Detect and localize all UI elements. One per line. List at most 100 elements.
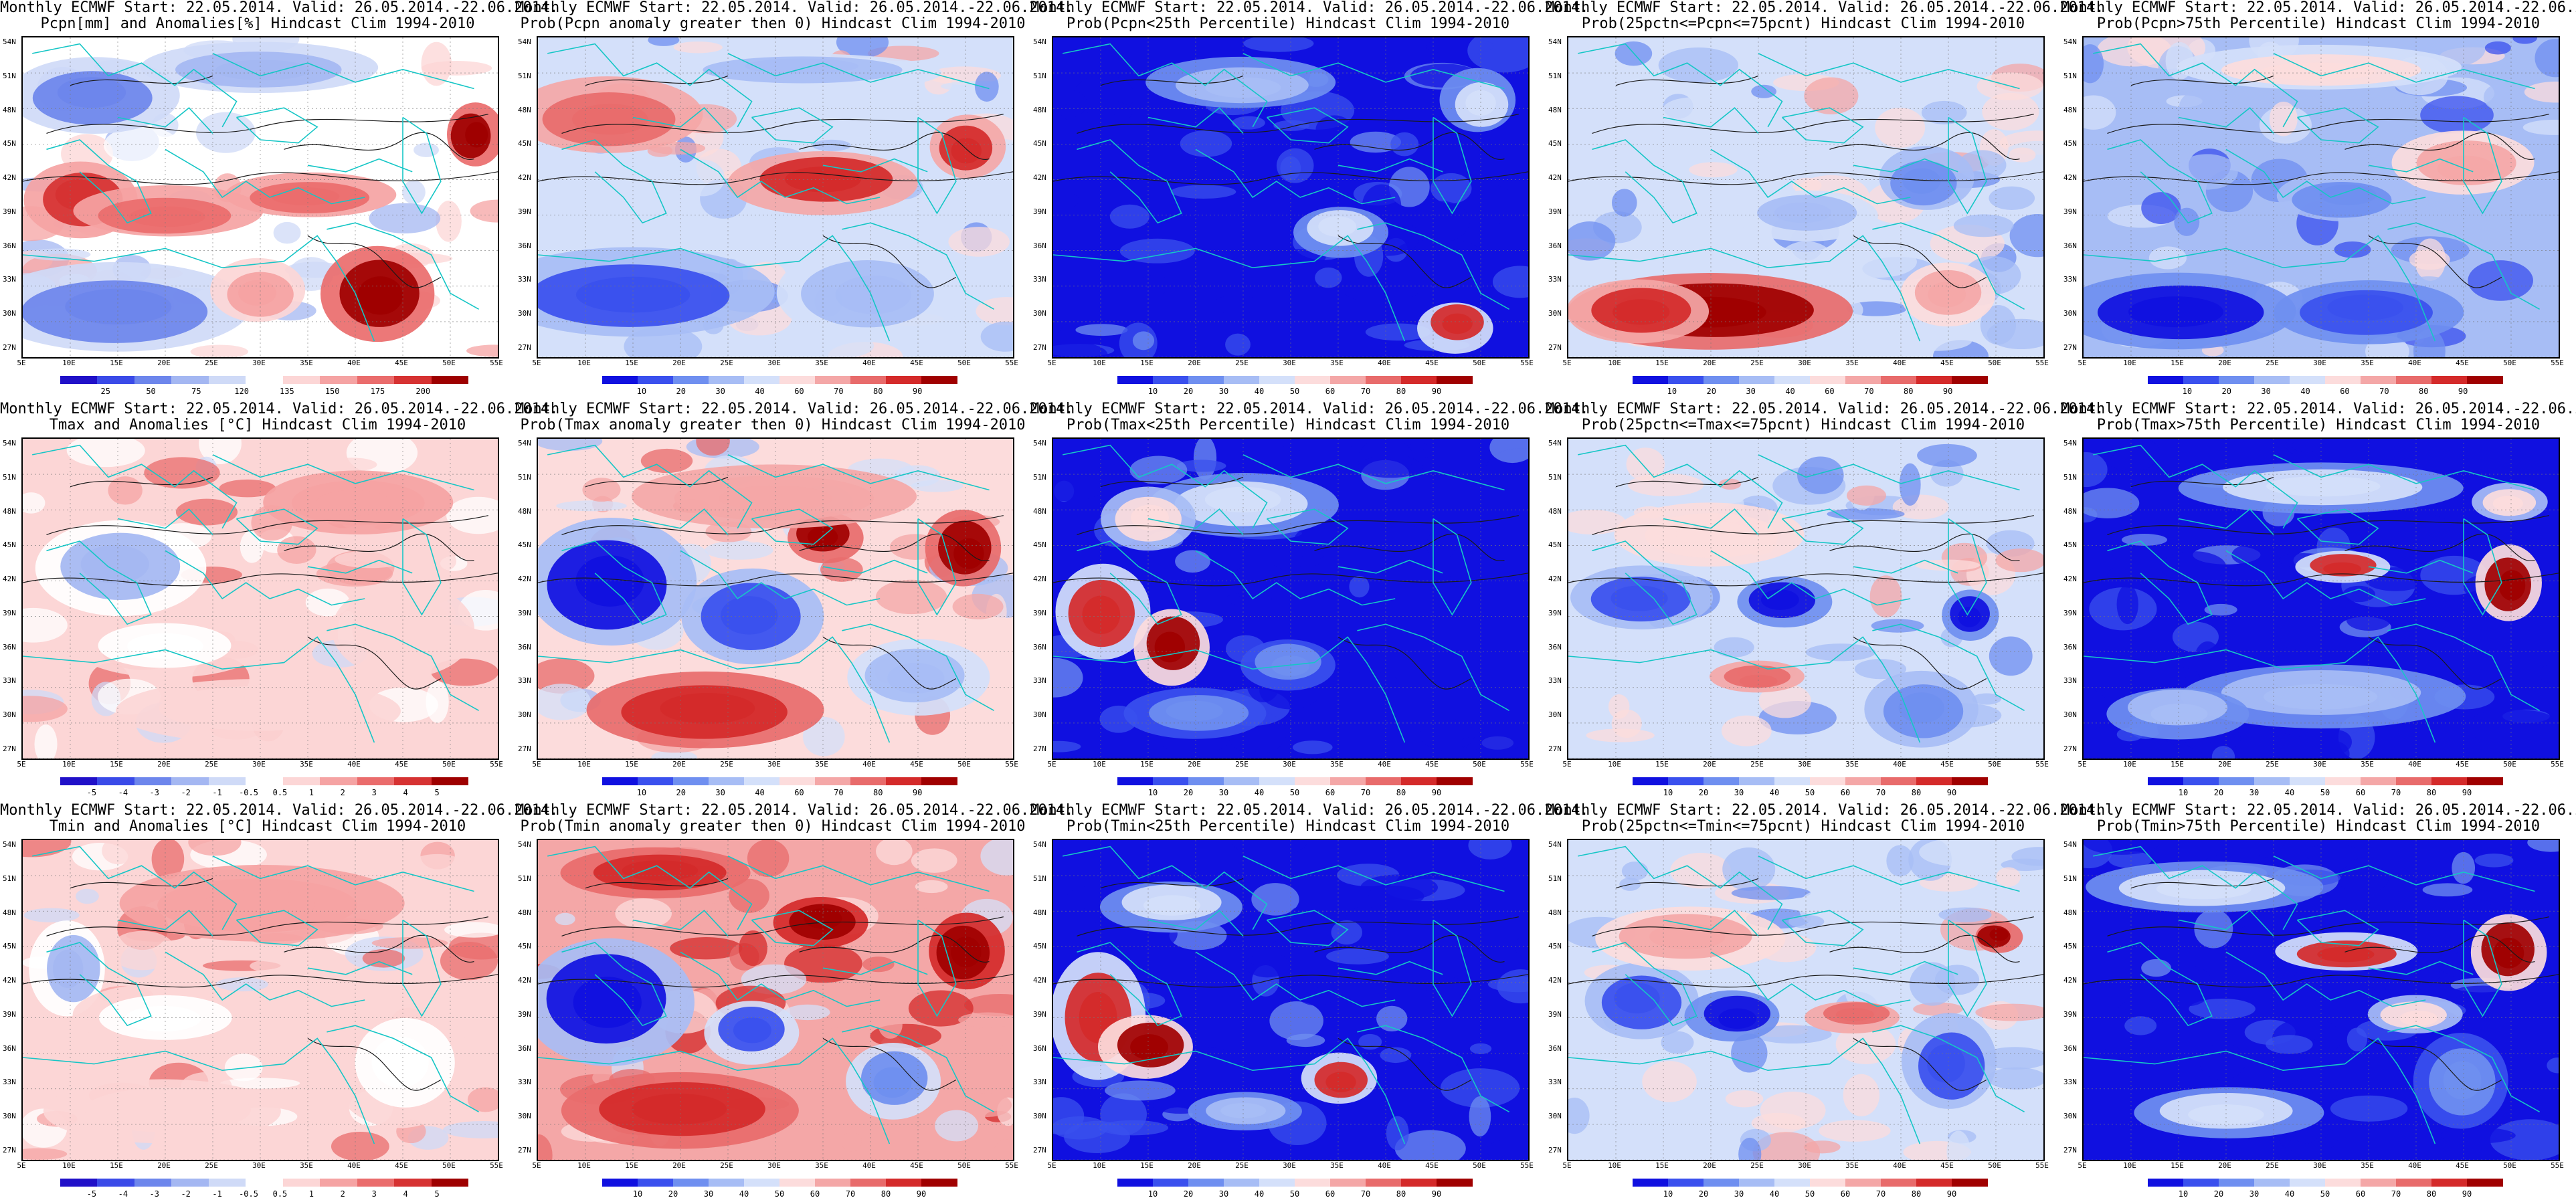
coastline (1338, 158, 1443, 173)
field-noise-blob (190, 344, 249, 357)
latitude-tick-label: 45N (2063, 942, 2077, 951)
colorbar-tick-label: 60 (810, 1189, 820, 1199)
field-noise-blob (1176, 460, 1226, 472)
coastline (1948, 919, 1987, 1017)
panel-title-line2: Prob(Pcpn<25th Percentile) Hindcast Clim… (1066, 15, 1510, 32)
forecast-map (1052, 839, 1530, 1161)
longitude-tick-label: 30E (2313, 1161, 2326, 1170)
colorbar-segment (1259, 777, 1295, 785)
field-region (1325, 1072, 1356, 1092)
colorbar-tick-label: 20 (1183, 788, 1194, 797)
field-noise-blob (2473, 709, 2553, 728)
latitude-tick-label: 27N (1548, 342, 1562, 352)
latitude-tick-label: 27N (3, 342, 16, 352)
longitude-tick-label: 50E (2503, 359, 2516, 367)
longitude-tick-label: 30E (1798, 760, 1811, 769)
latitude-tick-label: 48N (518, 506, 531, 516)
colorbar-segment (779, 777, 816, 785)
field-noise-blob (974, 72, 999, 102)
colorbar-segment (1366, 376, 1402, 384)
colorbar-tick-label: 70 (2391, 1189, 2401, 1199)
longitude-tick-label: 15E (625, 1161, 638, 1170)
colorbar-tick-label: 60 (1825, 387, 1835, 396)
latitude-tick-label: 42N (2063, 173, 2077, 182)
longitude-tick-label: 25E (2266, 760, 2279, 769)
field-noise-blob (1119, 238, 1195, 264)
colorbar-tick-label: 90 (916, 1189, 927, 1199)
colorbar-segment (709, 1179, 745, 1187)
coastline (1872, 623, 2025, 711)
contour-line (1338, 235, 1472, 288)
colorbar-tick-label: 50 (1289, 1189, 1300, 1199)
colorbar: 25 50 75 120 135 150 175 200 (60, 376, 469, 396)
colorbar-tick-label: 80 (872, 387, 883, 396)
field-region (1131, 504, 1169, 530)
field-noise-blob (2369, 969, 2391, 992)
longitude-tick-label: 35E (2361, 760, 2374, 769)
contour-line (1853, 235, 1987, 288)
coastline (402, 518, 442, 616)
longitude-tick-label: 20E (2218, 1161, 2231, 1170)
coastline (561, 139, 667, 224)
field-noise-blob (2084, 452, 2108, 488)
latitude-tick-label: 42N (518, 173, 531, 182)
colorbar-tick-label: 90 (1431, 1189, 1442, 1199)
contour-line (1568, 171, 2043, 185)
field-noise-blob (1276, 148, 1314, 183)
field-noise-blob (2204, 603, 2237, 616)
field-region (238, 280, 276, 306)
field-noise-blob (785, 1004, 830, 1021)
colorbar-tick-label: 2 (340, 1189, 345, 1199)
field-noise-blob (1175, 550, 1210, 573)
longitude-tick-label: 55E (2551, 760, 2564, 769)
field-noise-blob (369, 203, 441, 233)
coastline (727, 454, 990, 491)
field-noise-blob (1075, 324, 1128, 336)
field-noise-blob (1989, 636, 2033, 676)
forecast-map (21, 839, 499, 1161)
longitude-tick-label: 30E (1283, 760, 1296, 769)
coastline (822, 961, 928, 975)
latitude-tick-label: 45N (3, 540, 16, 550)
contour-line (2368, 636, 2502, 690)
field-noise-blob (23, 1148, 68, 1160)
longitude-tick-label: 45E (910, 760, 923, 769)
colorbar-segment (1633, 777, 1669, 785)
panel-title: Monthly ECMWF Start: 22.05.2014. Valid: … (1030, 0, 1588, 32)
field-region (2317, 946, 2375, 963)
colorbar: 10 20 30 40 50 60 70 80 90 (1633, 777, 1988, 797)
contour-line (1568, 573, 2043, 587)
field-noise-blob (2524, 81, 2559, 103)
colorbar-segment (1437, 777, 1473, 785)
coastline (23, 1037, 375, 1144)
latitude-tick-label: 33N (1548, 676, 1562, 686)
latitude-tick-label: 51N (1548, 71, 1562, 80)
colorbar-tick-label: 20 (1183, 1189, 1194, 1199)
latitude-tick-label: 42N (2063, 575, 2077, 583)
longitude-tick-label: 50E (1988, 359, 2001, 367)
latitude-tick-label: 33N (1548, 1078, 1562, 1087)
colorbar-segment (1704, 376, 1740, 384)
contour-line (538, 974, 1013, 988)
field-noise-blob (1446, 573, 1493, 588)
field-noise-blob (729, 878, 769, 913)
longitude-tick-label: 25E (1750, 1161, 1764, 1170)
longitude-tick-label: 25E (1750, 359, 1764, 367)
contour-line (1100, 75, 1244, 86)
colorbar-segment (779, 376, 816, 384)
colorbar-segment (850, 1179, 887, 1187)
field-region (129, 206, 205, 227)
longitude-tick-label: 45E (395, 760, 408, 769)
colorbar-tick-label: 50 (146, 387, 156, 396)
field-region (80, 544, 149, 584)
latitude-tick-label: 48N (1548, 105, 1562, 114)
longitude-tick-label: 25E (720, 359, 733, 367)
colorbar: 10 20 30 40 50 60 70 80 90 (1117, 376, 1473, 396)
panel-title-line2: Prob(Tmin<25th Percentile) Hindcast Clim… (1066, 818, 1510, 835)
latitude-tick-label: 30N (2063, 710, 2077, 719)
longitude-tick-label: 50E (442, 359, 456, 367)
colorbar-segment (638, 376, 674, 384)
field-region (65, 288, 172, 325)
colorbar-segment (1845, 1179, 1881, 1187)
field-region (2323, 562, 2362, 575)
